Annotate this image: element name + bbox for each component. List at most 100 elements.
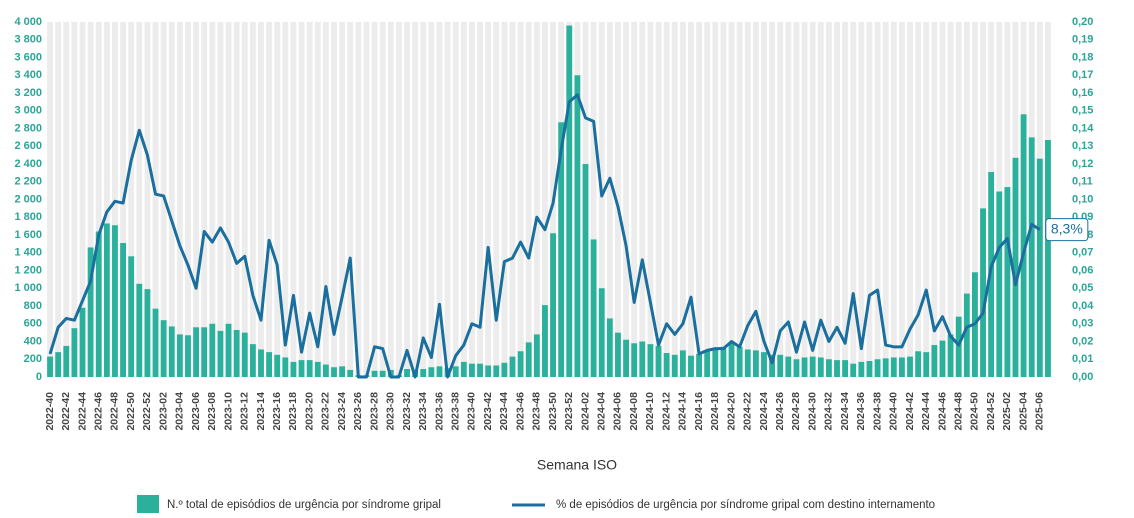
bar bbox=[550, 233, 556, 377]
x-tick-label: 2024-04 bbox=[596, 392, 608, 431]
category-band bbox=[890, 22, 897, 377]
bar bbox=[144, 289, 151, 377]
bar bbox=[898, 357, 905, 377]
category-band bbox=[420, 22, 427, 377]
category-band bbox=[501, 22, 508, 377]
bar bbox=[761, 352, 767, 377]
y2-tick-label: 0,15 bbox=[1072, 105, 1093, 117]
bar bbox=[436, 366, 443, 377]
y-tick-label: 3 000 bbox=[14, 105, 42, 117]
category-band bbox=[485, 22, 492, 377]
category-band bbox=[631, 22, 638, 377]
bar bbox=[298, 360, 305, 377]
annotation-box bbox=[1045, 218, 1089, 242]
y-tick-label: 200 bbox=[24, 353, 42, 365]
category-band bbox=[817, 22, 824, 377]
category-band bbox=[436, 22, 443, 377]
category-band bbox=[955, 22, 962, 377]
x-tick-label: 2023-34 bbox=[417, 392, 429, 431]
bar bbox=[963, 293, 970, 377]
x-tick-label: 2023-16 bbox=[271, 392, 283, 431]
bar bbox=[866, 361, 873, 377]
legend-label: N.º total de episódios de urgência por s… bbox=[167, 499, 441, 511]
y2-tick-label: 0,06 bbox=[1072, 264, 1093, 276]
bar bbox=[168, 326, 175, 377]
bar bbox=[160, 320, 167, 377]
y2-tick-label: 0,03 bbox=[1072, 318, 1093, 330]
category-band bbox=[217, 22, 224, 377]
category-band bbox=[306, 22, 313, 377]
category-band bbox=[103, 22, 110, 377]
x-tick-label: 2022-46 bbox=[93, 392, 105, 431]
category-band bbox=[168, 22, 175, 377]
category-band bbox=[201, 22, 208, 377]
bar bbox=[428, 367, 435, 377]
category-band bbox=[939, 22, 946, 377]
x-tick-label: 2025-02 bbox=[1001, 392, 1013, 431]
category-band bbox=[193, 22, 200, 377]
bar bbox=[655, 345, 662, 377]
y2-tick-label: 0,12 bbox=[1072, 158, 1093, 170]
bar bbox=[47, 356, 53, 377]
bar bbox=[744, 349, 751, 377]
y-tick-label: 3 600 bbox=[14, 51, 42, 63]
bar bbox=[193, 327, 200, 377]
x-tick-label: 2024-34 bbox=[839, 392, 851, 431]
y2-tick-label: 0,02 bbox=[1072, 335, 1093, 347]
x-tick-label: 2024-52 bbox=[985, 392, 997, 431]
category-band bbox=[671, 22, 678, 377]
category-band bbox=[761, 22, 767, 377]
category-band bbox=[371, 22, 378, 377]
x-tick-label: 2023-10 bbox=[222, 392, 234, 431]
category-band bbox=[801, 22, 808, 377]
category-band bbox=[842, 22, 849, 377]
y2-tick-label: 0,13 bbox=[1072, 140, 1093, 152]
category-band bbox=[339, 22, 346, 377]
bar bbox=[533, 334, 540, 377]
x-tick-label: 2022-48 bbox=[109, 392, 121, 431]
bar bbox=[282, 357, 289, 377]
bar bbox=[752, 350, 759, 377]
category-band bbox=[858, 22, 865, 377]
y-tick-label: 2 400 bbox=[14, 158, 42, 170]
bar bbox=[258, 349, 264, 377]
bar bbox=[623, 339, 629, 377]
bar bbox=[1004, 187, 1011, 377]
bar bbox=[598, 288, 605, 377]
category-band bbox=[47, 22, 53, 377]
bar bbox=[1020, 114, 1027, 378]
category-band bbox=[809, 22, 816, 377]
bar bbox=[347, 369, 354, 377]
bar bbox=[679, 350, 686, 377]
x-tick-label: 2024-38 bbox=[871, 392, 883, 431]
bar bbox=[817, 357, 824, 377]
bar bbox=[517, 351, 524, 377]
category-band bbox=[533, 22, 540, 377]
bar bbox=[290, 361, 297, 377]
category-band bbox=[590, 22, 597, 377]
bar bbox=[485, 365, 492, 377]
bar bbox=[525, 342, 532, 377]
x-tick-label: 2024-48 bbox=[952, 392, 964, 431]
y2-tick-label: 0,01 bbox=[1072, 353, 1093, 365]
bar bbox=[314, 361, 321, 377]
bar bbox=[112, 225, 118, 377]
category-band bbox=[79, 22, 86, 377]
category-band bbox=[509, 22, 516, 377]
x-tick-label: 2022-52 bbox=[141, 392, 153, 431]
category-band bbox=[95, 22, 102, 377]
x-tick-label: 2024-46 bbox=[936, 392, 948, 431]
category-band bbox=[679, 22, 686, 377]
x-tick-label: 2024-40 bbox=[888, 392, 900, 431]
bar bbox=[842, 360, 849, 377]
category-band bbox=[331, 22, 337, 377]
bar bbox=[120, 242, 126, 377]
bar bbox=[566, 25, 573, 378]
y2-tick-label: 0,11 bbox=[1072, 176, 1093, 188]
bar bbox=[322, 364, 329, 377]
bar bbox=[509, 356, 516, 377]
bar bbox=[63, 345, 70, 377]
bar bbox=[825, 359, 832, 377]
category-band bbox=[112, 22, 118, 377]
category-band bbox=[615, 22, 621, 377]
